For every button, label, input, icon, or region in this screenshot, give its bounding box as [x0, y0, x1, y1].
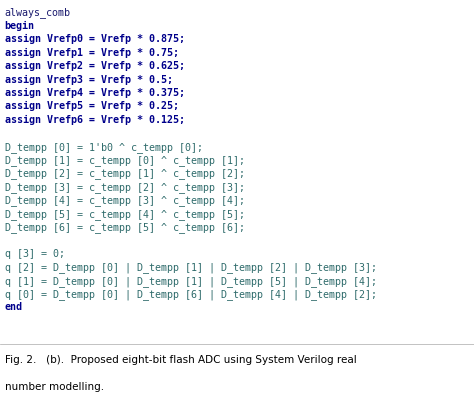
Text: always_comb: always_comb [5, 8, 71, 18]
Text: assign Vrefp1 = Vrefp * 0.75;: assign Vrefp1 = Vrefp * 0.75; [5, 48, 179, 58]
Text: D_tempp [5] = c_tempp [4] ^ c_tempp [5];: D_tempp [5] = c_tempp [4] ^ c_tempp [5]; [5, 208, 245, 219]
Text: q [2] = D_tempp [0] | D_tempp [1] | D_tempp [2] | D_tempp [3];: q [2] = D_tempp [0] | D_tempp [1] | D_te… [5, 261, 377, 272]
Text: end: end [5, 302, 23, 312]
Text: number modelling.: number modelling. [5, 381, 104, 391]
Text: D_tempp [1] = c_tempp [0] ^ c_tempp [1];: D_tempp [1] = c_tempp [0] ^ c_tempp [1]; [5, 155, 245, 166]
Text: assign Vrefp3 = Vrefp * 0.5;: assign Vrefp3 = Vrefp * 0.5; [5, 75, 173, 84]
Text: q [3] = 0;: q [3] = 0; [5, 248, 65, 258]
Text: assign Vrefp2 = Vrefp * 0.625;: assign Vrefp2 = Vrefp * 0.625; [5, 61, 185, 71]
Text: assign Vrefp6 = Vrefp * 0.125;: assign Vrefp6 = Vrefp * 0.125; [5, 115, 185, 125]
Text: assign Vrefp0 = Vrefp * 0.875;: assign Vrefp0 = Vrefp * 0.875; [5, 34, 185, 44]
Text: D_tempp [2] = c_tempp [1] ^ c_tempp [2];: D_tempp [2] = c_tempp [1] ^ c_tempp [2]; [5, 168, 245, 179]
Text: begin: begin [5, 21, 35, 31]
Text: D_tempp [6] = c_tempp [5] ^ c_tempp [6];: D_tempp [6] = c_tempp [5] ^ c_tempp [6]; [5, 221, 245, 232]
Text: D_tempp [0] = 1'b0 ^ c_tempp [0];: D_tempp [0] = 1'b0 ^ c_tempp [0]; [5, 141, 203, 152]
Text: Fig. 2.   (b).  Proposed eight-bit flash ADC using System Verilog real: Fig. 2. (b). Proposed eight-bit flash AD… [5, 354, 356, 365]
Text: assign Vrefp4 = Vrefp * 0.375;: assign Vrefp4 = Vrefp * 0.375; [5, 88, 185, 98]
Text: D_tempp [3] = c_tempp [2] ^ c_tempp [3];: D_tempp [3] = c_tempp [2] ^ c_tempp [3]; [5, 181, 245, 192]
Text: q [0] = D_tempp [0] | D_tempp [6] | D_tempp [4] | D_tempp [2];: q [0] = D_tempp [0] | D_tempp [6] | D_te… [5, 288, 377, 299]
Text: q [1] = D_tempp [0] | D_tempp [1] | D_tempp [5] | D_tempp [4];: q [1] = D_tempp [0] | D_tempp [1] | D_te… [5, 275, 377, 286]
Text: D_tempp [4] = c_tempp [3] ^ c_tempp [4];: D_tempp [4] = c_tempp [3] ^ c_tempp [4]; [5, 195, 245, 206]
Text: assign Vrefp5 = Vrefp * 0.25;: assign Vrefp5 = Vrefp * 0.25; [5, 101, 179, 111]
